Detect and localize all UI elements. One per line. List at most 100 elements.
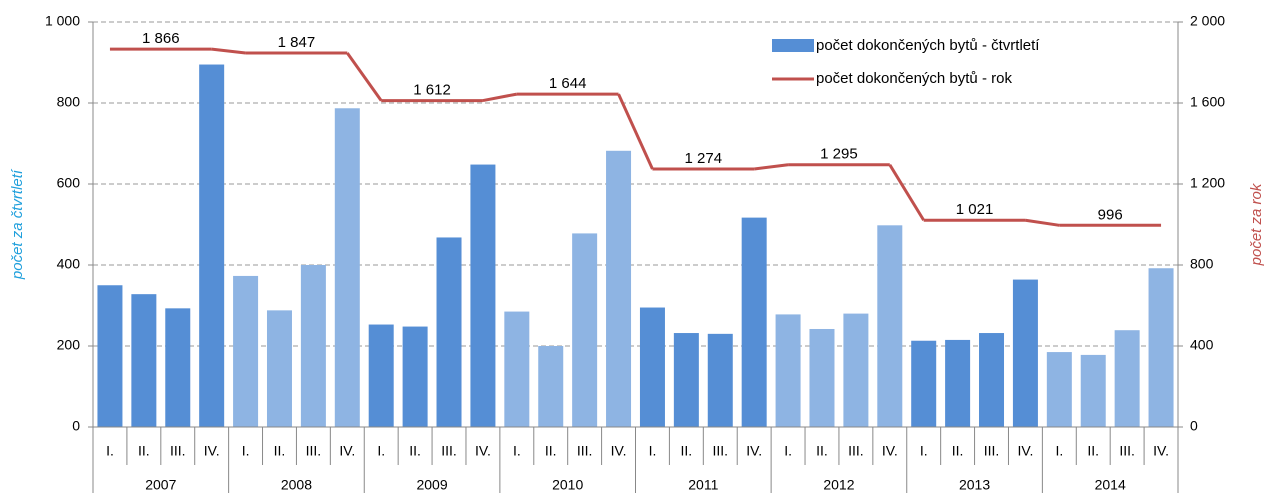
legend-swatch xyxy=(772,39,814,52)
bar xyxy=(572,233,598,427)
line-connector xyxy=(888,163,925,222)
x-tick-label: I. xyxy=(106,443,114,459)
data-label: 996 xyxy=(1098,206,1123,223)
data-label: 1 021 xyxy=(956,201,994,218)
bar xyxy=(1046,352,1072,427)
legend-label: počet dokončených bytů - čtvrtletí xyxy=(816,37,1040,54)
x-tick-label: II. xyxy=(952,443,964,459)
y-tick-label: 1 000 xyxy=(45,13,80,29)
bar xyxy=(368,324,394,427)
x-tick-label: III. xyxy=(577,443,593,459)
y2-tick-label: 400 xyxy=(1190,337,1214,353)
bar xyxy=(1080,354,1106,427)
year-label: 2013 xyxy=(959,477,990,493)
year-label: 2014 xyxy=(1095,477,1126,493)
bar xyxy=(131,294,157,427)
x-tick-label: I. xyxy=(1055,443,1063,459)
x-tick-label: III. xyxy=(984,443,1000,459)
x-tick-label: I. xyxy=(649,443,657,459)
bar xyxy=(199,64,225,428)
bar xyxy=(1148,268,1174,427)
bar xyxy=(945,339,971,427)
bar xyxy=(707,333,733,427)
bar xyxy=(538,346,564,427)
y2-tick-label: 0 xyxy=(1190,418,1198,434)
x-tick-label: II. xyxy=(1087,443,1099,459)
bar xyxy=(673,333,699,427)
line-connector xyxy=(211,47,246,55)
bar xyxy=(1012,279,1038,427)
x-tick-label: III. xyxy=(170,443,186,459)
x-tick-label: III. xyxy=(712,443,728,459)
x-tick-label: I. xyxy=(784,443,792,459)
x-tick-label: III. xyxy=(441,443,457,459)
x-tick-label: IV. xyxy=(204,443,220,459)
x-tick-label: IV. xyxy=(611,443,627,459)
x-tick-label: II. xyxy=(816,443,828,459)
x-tick-label: IV. xyxy=(475,443,491,459)
x-tick-label: IV. xyxy=(339,443,355,459)
y2-tick-label: 2 000 xyxy=(1190,13,1225,29)
x-tick-label: III. xyxy=(306,443,322,459)
year-label: 2012 xyxy=(823,477,854,493)
bar xyxy=(233,275,259,427)
line-connector xyxy=(346,52,383,102)
legend-label: počet dokončených bytů - rok xyxy=(816,70,1012,87)
x-tick-label: III. xyxy=(1119,443,1135,459)
data-label: 1 847 xyxy=(278,34,316,51)
x-tick-label: IV. xyxy=(1018,443,1034,459)
year-label: 2010 xyxy=(552,477,583,493)
y2-axis-title: počet za rok xyxy=(1248,182,1265,266)
bar xyxy=(843,313,869,427)
x-tick-label: I. xyxy=(513,443,521,459)
y2-tick-label: 1 200 xyxy=(1190,175,1225,191)
year-label: 2007 xyxy=(145,477,176,493)
x-tick-label: II. xyxy=(545,443,557,459)
x-tick-label: IV. xyxy=(746,443,762,459)
year-label: 2011 xyxy=(688,477,718,493)
data-label: 1 274 xyxy=(685,150,723,167)
bar xyxy=(504,311,530,427)
x-tick-label: II. xyxy=(409,443,421,459)
data-label: 1 866 xyxy=(142,30,180,47)
bar xyxy=(809,328,835,427)
x-tick-label: I. xyxy=(242,443,250,459)
bar xyxy=(979,333,1005,427)
year-label: 2008 xyxy=(281,477,312,493)
bar xyxy=(334,108,360,427)
y-tick-label: 400 xyxy=(57,256,81,272)
y-tick-label: 0 xyxy=(72,418,80,434)
year-label: 2009 xyxy=(416,477,447,493)
x-tick-label: IV. xyxy=(882,443,898,459)
bar xyxy=(266,310,292,427)
data-label: 1 295 xyxy=(820,146,858,163)
bar xyxy=(775,314,801,427)
y-tick-label: 200 xyxy=(57,337,81,353)
bar xyxy=(1114,330,1140,427)
bar xyxy=(741,217,767,427)
line-connector xyxy=(617,93,654,170)
bar xyxy=(877,225,903,427)
x-tick-label: II. xyxy=(274,443,286,459)
x-tick-label: II. xyxy=(681,443,693,459)
y-tick-label: 600 xyxy=(57,175,81,191)
x-tick-label: I. xyxy=(920,443,928,459)
bar xyxy=(165,308,191,427)
y2-tick-label: 1 600 xyxy=(1190,94,1225,110)
bar xyxy=(300,265,326,427)
data-label: 1 644 xyxy=(549,75,587,92)
data-label: 1 612 xyxy=(413,82,451,99)
x-tick-label: II. xyxy=(138,443,150,459)
y2-tick-label: 800 xyxy=(1190,256,1214,272)
y-tick-label: 800 xyxy=(57,94,81,110)
line-connector xyxy=(1025,218,1060,227)
bar xyxy=(436,237,462,427)
line-connector xyxy=(482,92,518,103)
x-tick-label: I. xyxy=(377,443,385,459)
bar xyxy=(606,150,632,428)
x-tick-label: IV. xyxy=(1153,443,1169,459)
x-tick-label: III. xyxy=(848,443,864,459)
line-connector xyxy=(753,163,789,171)
bar xyxy=(97,285,123,427)
